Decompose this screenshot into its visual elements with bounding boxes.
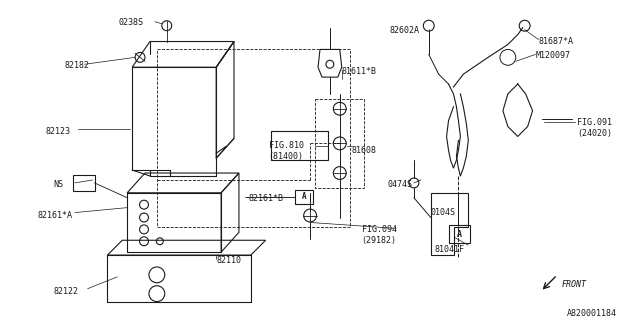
- Bar: [449, 225, 470, 243]
- Text: 82122: 82122: [53, 287, 78, 296]
- Text: 81687*A: 81687*A: [538, 36, 573, 45]
- Bar: [73, 175, 95, 191]
- Text: A: A: [457, 230, 462, 239]
- Text: 81611*B: 81611*B: [342, 67, 377, 76]
- Text: 82123: 82123: [45, 126, 70, 136]
- Text: (29182): (29182): [362, 236, 397, 245]
- Text: 81041F: 81041F: [435, 245, 465, 254]
- Text: 82182: 82182: [65, 61, 90, 70]
- Text: (24020): (24020): [577, 129, 612, 138]
- Text: FIG.810: FIG.810: [269, 141, 303, 150]
- Text: 0474S: 0474S: [387, 180, 412, 189]
- Text: FIG.094: FIG.094: [362, 225, 397, 235]
- Text: 82110: 82110: [216, 256, 241, 265]
- Bar: [315, 99, 365, 188]
- Text: A: A: [302, 192, 307, 201]
- Text: FIG.091: FIG.091: [577, 118, 612, 127]
- Text: 0104S: 0104S: [431, 208, 456, 217]
- Bar: [271, 131, 328, 160]
- Text: 82602A: 82602A: [389, 26, 419, 35]
- Bar: [157, 49, 349, 228]
- Text: 81608: 81608: [351, 146, 376, 155]
- Text: 82161*B: 82161*B: [249, 194, 284, 203]
- Text: A820001184: A820001184: [566, 309, 616, 318]
- Bar: [295, 190, 313, 204]
- Text: 82161*A: 82161*A: [37, 211, 72, 220]
- Text: NS: NS: [53, 180, 63, 189]
- Text: M120097: M120097: [536, 52, 570, 60]
- Text: 0238S: 0238S: [118, 18, 143, 27]
- Text: (81400): (81400): [269, 152, 303, 161]
- Text: FRONT: FRONT: [561, 280, 586, 289]
